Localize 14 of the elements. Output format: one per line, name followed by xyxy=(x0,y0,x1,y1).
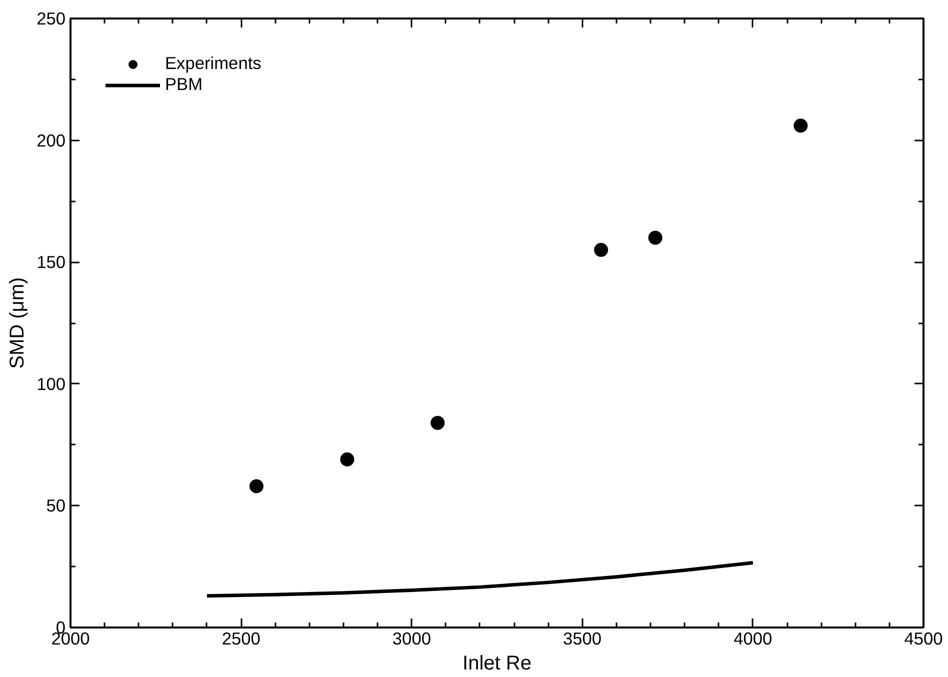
legend-label: PBM xyxy=(165,74,203,95)
y-axis-title: SMD (μm) xyxy=(6,277,29,369)
y-tick-label: 200 xyxy=(36,130,66,150)
x-tick-label: 4500 xyxy=(904,628,943,648)
x-tick-label: 3500 xyxy=(563,628,602,648)
x-axis-title: Inlet Re xyxy=(462,652,532,674)
x-tick-label: 4000 xyxy=(734,628,772,648)
y-tick-label: 100 xyxy=(36,374,66,394)
legend-label: Experiments xyxy=(165,53,262,74)
x-tick-label: 2500 xyxy=(222,628,260,648)
x-tick-label: 3000 xyxy=(392,628,431,648)
y-tick-label: 250 xyxy=(36,8,66,28)
y-tick-label: 50 xyxy=(46,496,66,516)
y-tick-label: 150 xyxy=(36,252,66,272)
